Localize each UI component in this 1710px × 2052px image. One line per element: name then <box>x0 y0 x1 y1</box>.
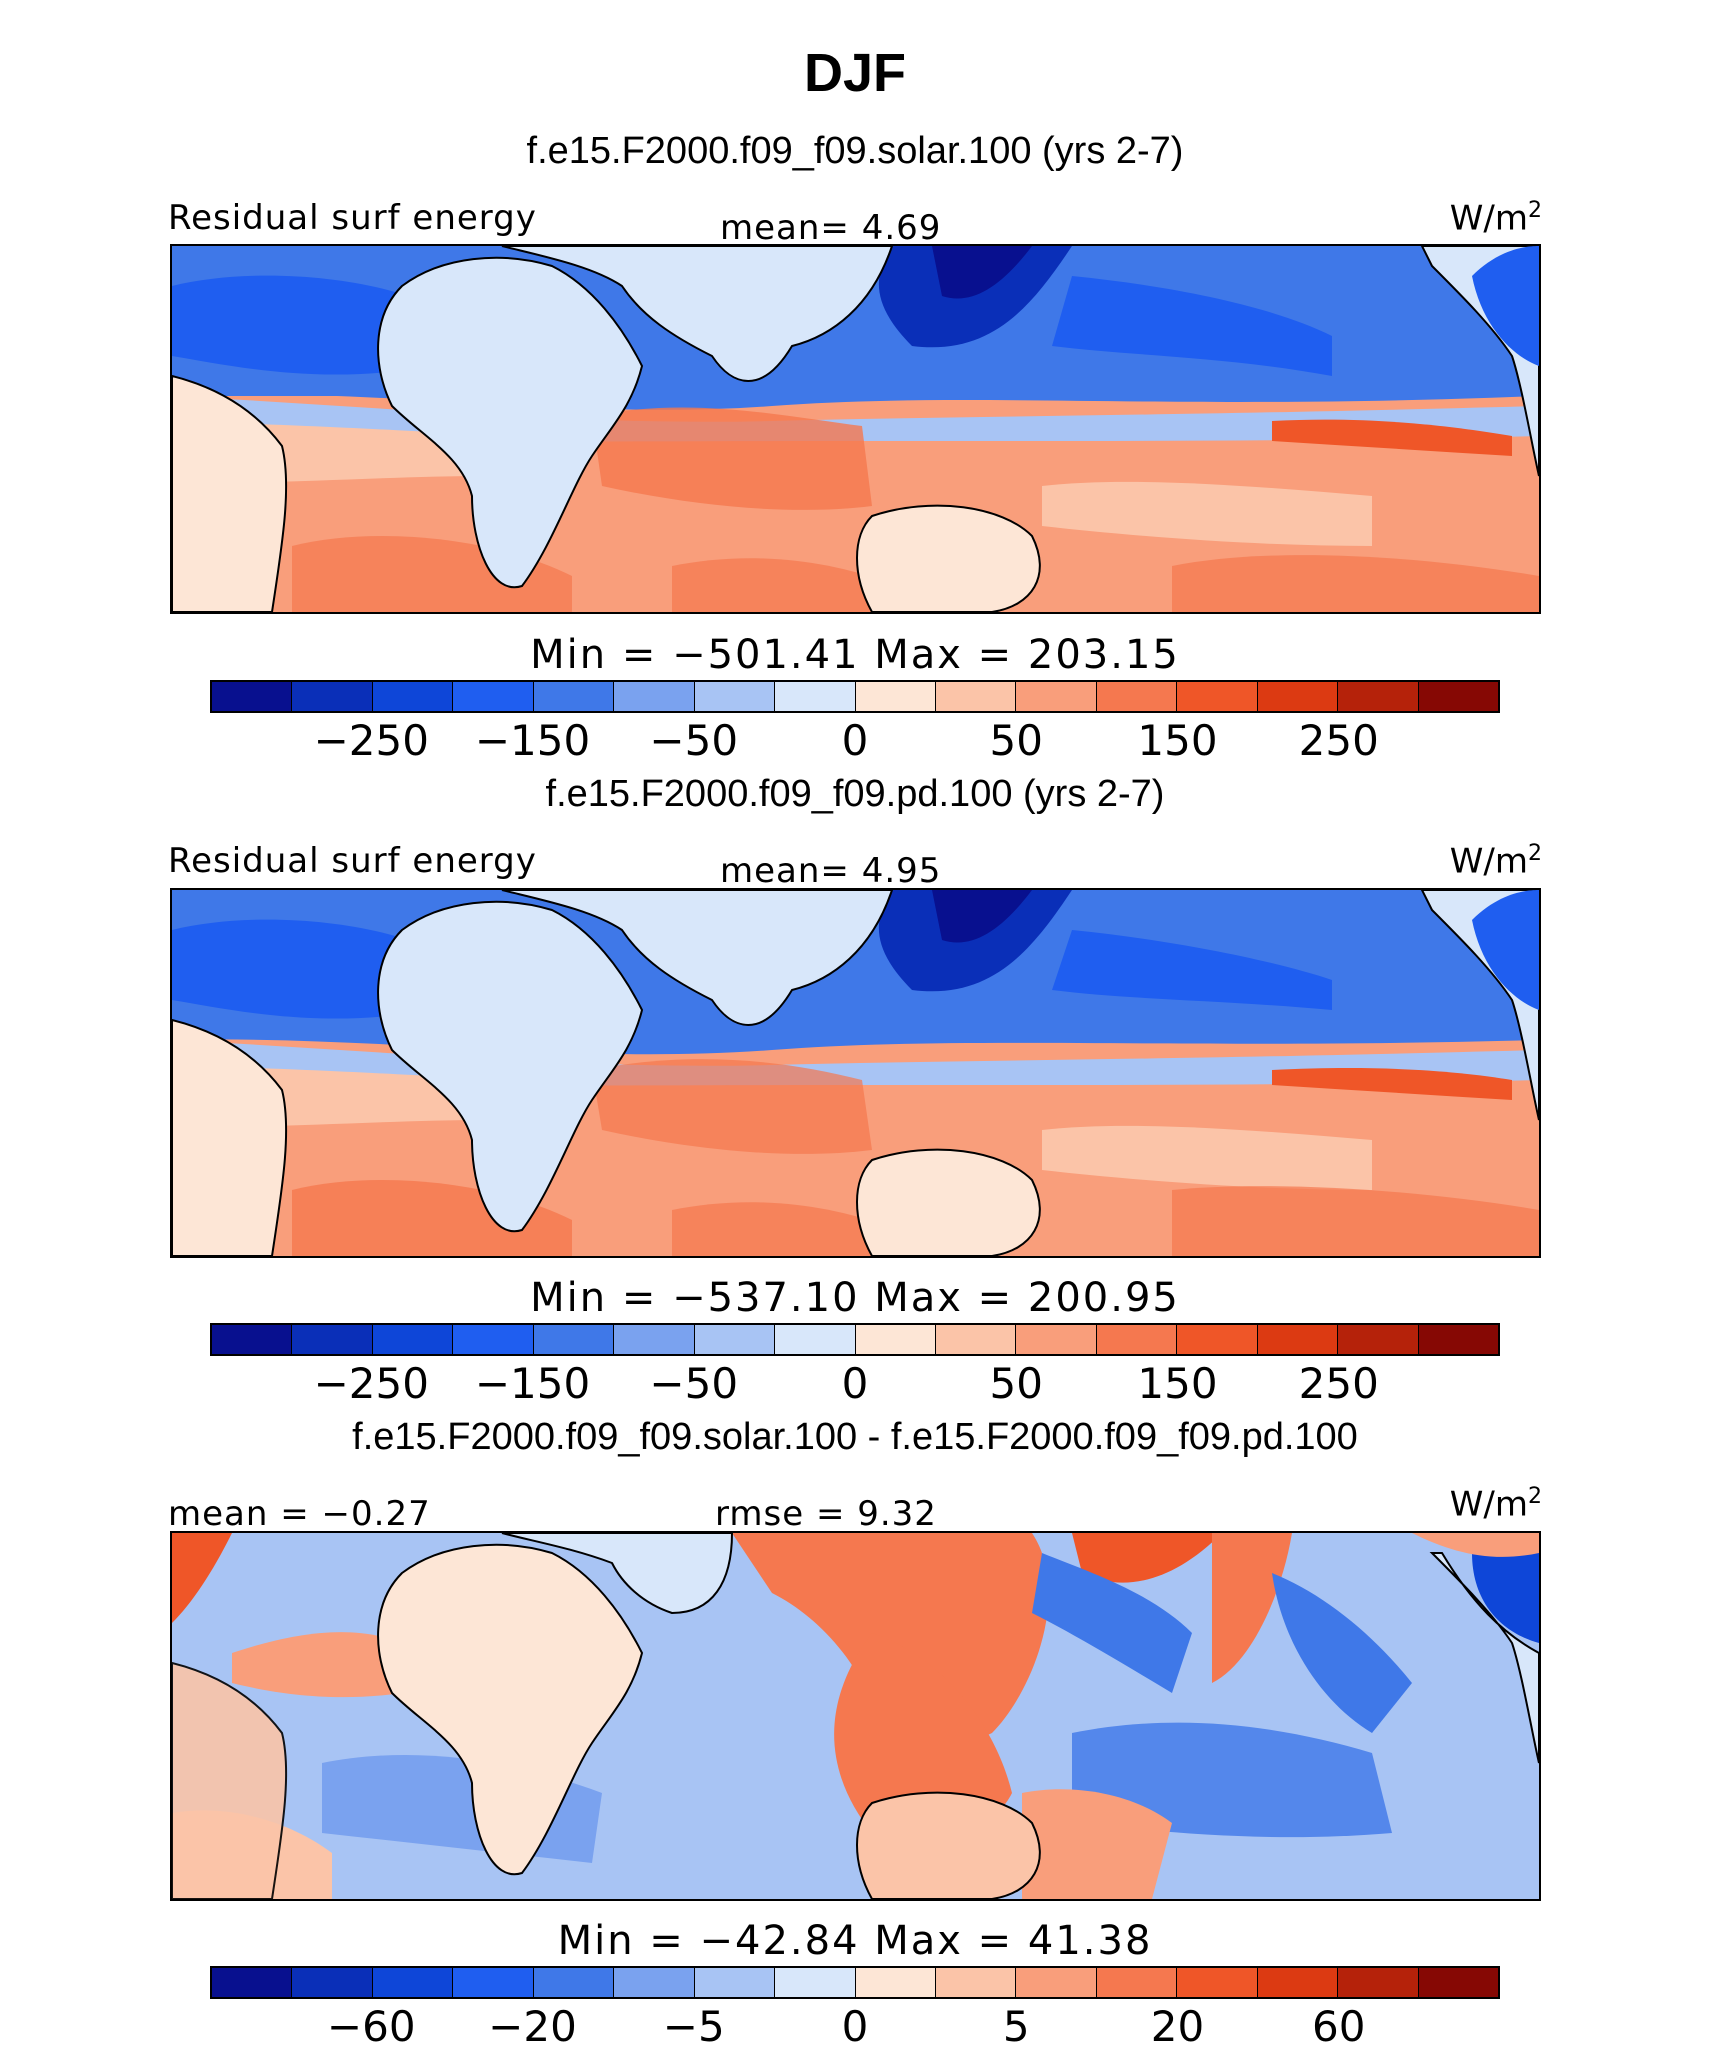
panel-2-min-max: Min = −537.10 Max = 200.95 <box>530 1275 1180 1321</box>
colorbar-segment <box>1096 682 1178 711</box>
panel-3-map <box>170 1531 1541 1901</box>
panel-3-units: W/m2 <box>1449 1484 1542 1525</box>
colorbar-segment <box>1096 1325 1178 1354</box>
panel-1-units: W/m2 <box>1449 198 1542 239</box>
colorbar-segment <box>694 1968 776 1997</box>
colorbar-segment <box>372 1325 454 1354</box>
colorbar-segment <box>292 682 373 711</box>
panel-2-left-label: Residual surf energy <box>168 841 537 881</box>
colorbar-segment <box>775 1968 856 1997</box>
colorbar-tick-label: 0 <box>841 716 869 765</box>
colorbar-tick-label: −150 <box>474 716 591 765</box>
colorbar-tick-label: 50 <box>989 716 1043 765</box>
colorbar-tick-label: −20 <box>488 2002 577 2051</box>
panel-3-mean-label: mean = −0.27 <box>168 1494 431 1534</box>
colorbar-segment <box>1257 682 1339 711</box>
colorbar-tick-label: 250 <box>1298 1359 1379 1408</box>
panel-2-map <box>170 888 1541 1258</box>
colorbar-segment <box>1177 1325 1258 1354</box>
panel-1-mean-label: mean= 4.69 <box>720 208 942 248</box>
colorbar-segment <box>212 682 293 711</box>
colorbar-tick-label: 0 <box>841 1359 869 1408</box>
colorbar-segment <box>855 1968 936 1997</box>
colorbar-segment <box>533 1968 615 1997</box>
panel-3-colorbar <box>210 1966 1500 1999</box>
colorbar-tick-label: 5 <box>1002 2002 1030 2051</box>
colorbar-segment <box>1257 1968 1339 1997</box>
panel-3-colorbar-ticks: −60 −20 −5 0 5 20 60 <box>210 2002 1500 2052</box>
colorbar-segment <box>935 1325 1017 1354</box>
colorbar-segment <box>935 682 1017 711</box>
colorbar-segment <box>855 682 936 711</box>
colorbar-segment <box>1177 1968 1258 1997</box>
colorbar-tick-label: −60 <box>326 2002 416 2051</box>
colorbar-segment <box>1016 682 1097 711</box>
colorbar-segment <box>1418 1968 1498 1997</box>
colorbar-tick-label: 150 <box>1137 716 1218 765</box>
colorbar-segment <box>453 1968 534 1997</box>
colorbar-segment <box>614 682 695 711</box>
colorbar-tick-label: 60 <box>1312 2002 1366 2051</box>
colorbar-tick-label: 0 <box>841 2002 869 2051</box>
colorbar-segment <box>1257 1325 1339 1354</box>
colorbar-tick-label: −5 <box>662 2002 725 2051</box>
panel-2-mean-label: mean= 4.95 <box>720 851 942 891</box>
colorbar-tick-label: −250 <box>313 1359 429 1408</box>
colorbar-segment <box>533 682 615 711</box>
panel-2-units: W/m2 <box>1449 841 1542 882</box>
panel-3-case-title: f.e15.F2000.f09_f09.solar.100 - f.e15.F2… <box>352 1416 1358 1458</box>
colorbar-segment <box>212 1325 293 1354</box>
panel-2-colorbar <box>210 1323 1500 1356</box>
panel-1-case-title: f.e15.F2000.f09_f09.solar.100 (yrs 2-7) <box>526 130 1184 172</box>
colorbar-segment <box>212 1968 293 1997</box>
colorbar-tick-label: 20 <box>1150 2002 1205 2051</box>
colorbar-segment <box>614 1968 695 1997</box>
colorbar-segment <box>1016 1968 1097 1997</box>
colorbar-segment <box>614 1325 695 1354</box>
colorbar-tick-label: −50 <box>649 1359 739 1408</box>
panel-1-colorbar-ticks: −250 −150 −50 0 50 150 250 <box>210 716 1500 766</box>
colorbar-tick-label: 250 <box>1298 716 1379 765</box>
colorbar-segment <box>694 1325 776 1354</box>
colorbar-segment <box>694 682 776 711</box>
colorbar-segment <box>372 1968 454 1997</box>
figure-title: DJF <box>803 43 906 103</box>
colorbar-segment <box>1016 1325 1097 1354</box>
panel-3-rmse-label: rmse = 9.32 <box>715 1494 937 1534</box>
colorbar-tick-label: −150 <box>474 1359 591 1408</box>
colorbar-segment <box>775 682 856 711</box>
colorbar-segment <box>453 682 534 711</box>
colorbar-segment <box>1338 1968 1419 1997</box>
colorbar-segment <box>1338 682 1419 711</box>
colorbar-segment <box>1177 682 1258 711</box>
panel-2-colorbar-ticks: −250 −150 −50 0 50 150 250 <box>210 1359 1500 1409</box>
colorbar-segment <box>1096 1968 1178 1997</box>
colorbar-segment <box>775 1325 856 1354</box>
colorbar-tick-label: −50 <box>649 716 739 765</box>
colorbar-segment <box>1338 1325 1419 1354</box>
colorbar-segment <box>292 1968 373 1997</box>
panel-3-min-max: Min = −42.84 Max = 41.38 <box>557 1918 1153 1964</box>
panel-1-min-max: Min = −501.41 Max = 203.15 <box>530 632 1180 678</box>
colorbar-segment <box>855 1325 936 1354</box>
colorbar-segment <box>533 1325 615 1354</box>
colorbar-segment <box>292 1325 373 1354</box>
colorbar-segment <box>935 1968 1017 1997</box>
colorbar-segment <box>1418 1325 1498 1354</box>
colorbar-segment <box>1418 682 1498 711</box>
colorbar-segment <box>372 682 454 711</box>
panel-1-colorbar <box>210 680 1500 713</box>
panel-2-case-title: f.e15.F2000.f09_f09.pd.100 (yrs 2-7) <box>545 773 1165 815</box>
colorbar-tick-label: 150 <box>1137 1359 1218 1408</box>
colorbar-segment <box>453 1325 534 1354</box>
panel-1-left-label: Residual surf energy <box>168 198 537 238</box>
panel-1-map <box>170 244 1541 614</box>
colorbar-tick-label: 50 <box>989 1359 1043 1408</box>
colorbar-tick-label: −250 <box>313 716 429 765</box>
